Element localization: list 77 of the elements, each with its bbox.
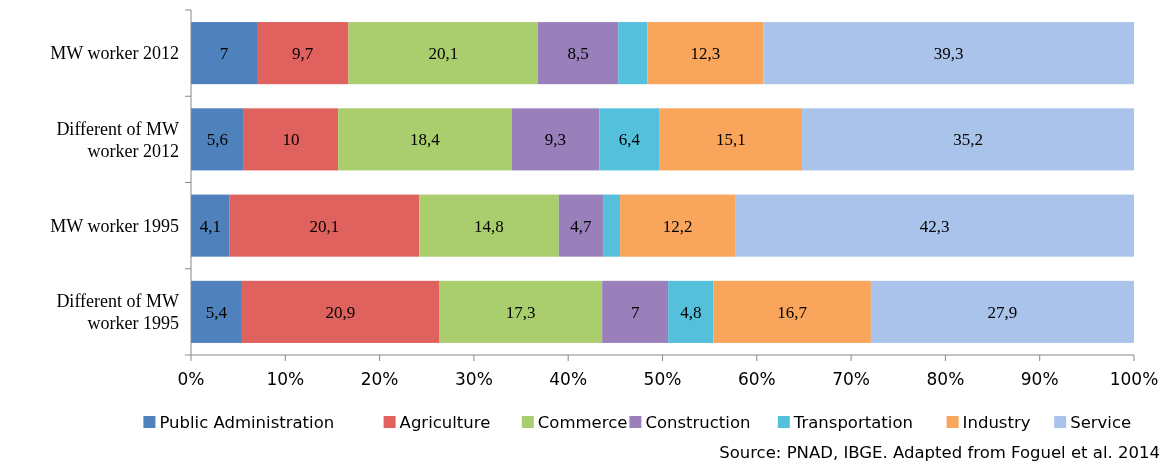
legend-label: Construction xyxy=(645,412,751,432)
x-tick-label: 50% xyxy=(643,369,682,389)
data-label: 16,7 xyxy=(777,302,808,322)
bar xyxy=(538,22,619,85)
x-tick-label: 30% xyxy=(455,369,493,389)
data-label: 12,3 xyxy=(690,44,721,64)
data-label: 42,3 xyxy=(919,216,950,236)
bar xyxy=(802,108,1134,171)
bar xyxy=(618,22,648,85)
data-label: 4,8 xyxy=(680,302,702,322)
bar xyxy=(558,194,604,257)
legend-label: Commerce xyxy=(537,412,628,432)
data-label: 9,7 xyxy=(292,44,314,64)
data-label: 10 xyxy=(282,130,300,150)
legend-label: Public Administration xyxy=(159,412,335,432)
bar xyxy=(257,22,349,85)
data-label: 15,1 xyxy=(715,130,746,150)
x-tick-label: 100% xyxy=(1109,369,1159,389)
bar xyxy=(602,280,669,343)
y-tick-label: MW worker 2012 xyxy=(50,43,179,64)
data-label: 4,1 xyxy=(199,216,221,236)
bar xyxy=(229,194,420,257)
data-label: 39,3 xyxy=(933,44,964,64)
bar xyxy=(735,194,1134,257)
bar xyxy=(647,22,764,85)
x-tick-label: 0% xyxy=(177,369,205,389)
data-label: 5,6 xyxy=(206,130,229,150)
bar xyxy=(439,280,603,343)
data-label: 7 xyxy=(219,44,229,64)
bar xyxy=(191,280,242,343)
data-label: 27,9 xyxy=(987,302,1018,322)
data-label: 20,1 xyxy=(309,216,340,236)
x-tick-label: 80% xyxy=(926,369,965,389)
data-label: 7 xyxy=(630,302,640,322)
x-tick-label: 40% xyxy=(549,369,588,389)
x-tick-label: 20% xyxy=(360,369,399,389)
bar xyxy=(191,108,244,171)
data-label: 20,1 xyxy=(428,44,459,64)
legend-label: Industry xyxy=(962,412,1031,432)
data-label: 14,8 xyxy=(474,216,504,236)
bar xyxy=(659,108,803,171)
bar xyxy=(419,194,559,257)
bar xyxy=(511,108,600,171)
bar xyxy=(348,22,539,85)
bar xyxy=(870,280,1134,343)
bar xyxy=(191,22,258,85)
bar xyxy=(338,108,512,171)
bar xyxy=(763,22,1134,85)
bar xyxy=(243,108,339,171)
data-label: 18,4 xyxy=(409,130,441,150)
data-label: 17,3 xyxy=(505,302,536,322)
data-label: 6,4 xyxy=(618,130,641,150)
x-tick-label: 90% xyxy=(1020,369,1059,389)
data-label: 5,4 xyxy=(205,302,228,322)
bar xyxy=(713,280,871,343)
data-label: 12,2 xyxy=(662,216,693,236)
source-note: Source: PNAD, IBGE. Adapted from Foguel et al. 2014 xyxy=(719,442,1160,462)
y-tick-label: Different of MW worker 1995 xyxy=(56,291,180,334)
x-tick-label: 60% xyxy=(737,369,776,389)
data-label: 20,9 xyxy=(325,302,356,322)
legend-label: Service xyxy=(1070,412,1132,432)
data-label: 9,3 xyxy=(544,130,567,150)
x-tick-label: 70% xyxy=(832,369,870,389)
y-tick-label: Different of MW worker 2012 xyxy=(56,118,180,161)
x-tick-label: 10% xyxy=(266,369,305,389)
bar xyxy=(668,280,714,343)
data-label: 35,2 xyxy=(953,130,983,150)
bar xyxy=(620,194,736,257)
legend-label: Transportation xyxy=(792,412,913,432)
legend-label: Agriculture xyxy=(399,412,491,432)
bar xyxy=(603,194,621,257)
y-tick-label: MW worker 1995 xyxy=(50,215,179,236)
data-label: 4,7 xyxy=(570,216,593,236)
bar xyxy=(241,280,440,343)
data-label: 8,5 xyxy=(567,44,589,64)
bar xyxy=(191,194,230,257)
bar xyxy=(599,108,660,171)
